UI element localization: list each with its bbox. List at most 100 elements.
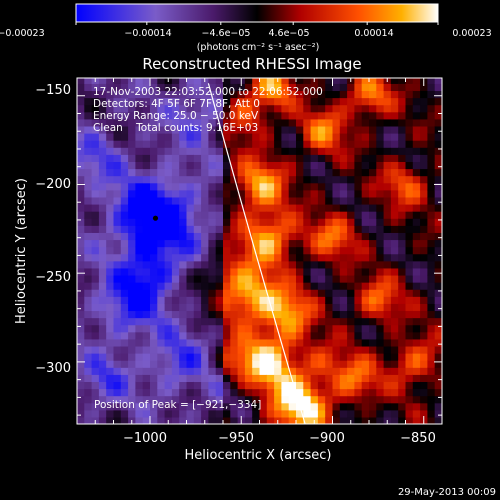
heatmap-cell — [412, 154, 421, 162]
heatmap-cell — [120, 374, 129, 383]
heatmap-cell — [215, 289, 224, 297]
heatmap-cell — [128, 111, 136, 120]
heatmap-cell — [317, 78, 326, 84]
heatmap-cell — [106, 338, 115, 347]
heatmap-cell — [164, 140, 173, 148]
heatmap-cell — [347, 203, 355, 212]
heatmap-cell — [310, 345, 319, 354]
heatmap-cell — [347, 267, 355, 276]
heatmap-cell — [142, 282, 151, 290]
heatmap-cell — [281, 218, 290, 226]
heatmap-cell — [383, 211, 392, 219]
heatmap-cell — [390, 353, 399, 361]
heatmap-cell — [120, 310, 129, 319]
heatmap-cell — [113, 168, 122, 177]
heatmap-cell — [288, 274, 297, 283]
heatmap-cell — [244, 90, 253, 99]
heatmap-cell — [339, 402, 348, 411]
heatmap-cell — [383, 409, 392, 418]
heatmap-cell — [303, 182, 312, 191]
heatmap-cell — [77, 83, 85, 92]
heatmap-cell — [259, 317, 268, 326]
heatmap-cell — [186, 189, 195, 198]
heatmap-cell — [171, 239, 180, 248]
heatmap-cell — [208, 189, 217, 198]
heatmap-cell — [193, 225, 202, 233]
heatmap-cell — [201, 331, 209, 340]
heatmap-cell — [77, 331, 85, 340]
heatmap-cell — [390, 118, 399, 127]
heatmap-cell — [288, 303, 297, 312]
heatmap-cell — [171, 353, 180, 361]
heatmap-cell — [171, 267, 180, 276]
heatmap-cell — [77, 381, 85, 390]
heatmap-cell — [412, 360, 421, 368]
heatmap-cell — [179, 147, 188, 155]
heatmap-cell — [201, 154, 209, 162]
colorbar-tick-label: −0.00023 — [0, 28, 45, 39]
heatmap-cell — [405, 140, 414, 148]
heatmap-cell — [325, 310, 334, 319]
heatmap-cell — [339, 111, 348, 120]
heatmap-cell — [179, 161, 188, 170]
heatmap-cell — [347, 111, 355, 120]
heatmap-cell — [266, 168, 275, 177]
heatmap-cell — [91, 360, 100, 368]
heatmap-cell — [164, 232, 173, 241]
heatmap-cell — [303, 133, 312, 141]
heatmap-cell — [354, 125, 363, 134]
heatmap-cell — [310, 353, 319, 361]
heatmap-cell — [310, 246, 319, 255]
heatmap-cell — [420, 196, 428, 205]
heatmap-cell — [201, 168, 209, 177]
heatmap-cell — [223, 125, 231, 134]
heatmap-cell — [369, 360, 377, 368]
heatmap-cell — [252, 182, 261, 191]
heatmap-cell — [376, 189, 385, 198]
heatmap-cell — [405, 161, 414, 170]
heatmap-cell — [150, 154, 158, 162]
heatmap-cell — [354, 168, 363, 177]
heatmap-cell — [142, 90, 151, 99]
heatmap-cell — [354, 154, 363, 162]
heatmap-cell — [427, 90, 436, 99]
heatmap-cell — [354, 324, 363, 333]
heatmap-cell — [369, 104, 377, 113]
heatmap-cell — [77, 296, 85, 304]
heatmap-cell — [244, 83, 253, 92]
heatmap-cell — [361, 374, 370, 383]
heatmap-cell — [296, 338, 304, 347]
heatmap-cell — [339, 78, 348, 84]
heatmap-cell — [252, 168, 261, 177]
heatmap-cell — [405, 416, 414, 424]
heatmap-cell — [84, 211, 93, 219]
heatmap-cell — [106, 331, 115, 340]
heatmap-cell — [223, 253, 231, 262]
heatmap-cell — [288, 125, 297, 134]
heatmap-cell — [164, 246, 173, 255]
heatmap-cell — [120, 353, 129, 361]
heatmap-cell — [237, 239, 246, 248]
heatmap-cell — [186, 154, 195, 162]
heatmap-cell — [106, 118, 115, 127]
heatmap-cell — [383, 232, 392, 241]
heatmap-cell — [142, 253, 151, 262]
heatmap-cell — [201, 409, 209, 418]
x-tick-label: −950 — [218, 431, 254, 446]
heatmap-cell — [237, 353, 246, 361]
heatmap-cell — [398, 289, 407, 297]
heatmap-cell — [420, 246, 428, 255]
heatmap-cell — [405, 239, 414, 248]
heatmap-cell — [252, 296, 261, 304]
heatmap-cell — [288, 211, 297, 219]
heatmap-cell — [120, 395, 129, 404]
heatmap-cell — [223, 161, 231, 170]
heatmap-cell — [84, 246, 93, 255]
heatmap-cell — [150, 317, 158, 326]
heatmap-cell — [288, 90, 297, 99]
heatmap-cell — [259, 402, 268, 411]
heatmap-cell — [157, 97, 166, 106]
heatmap-cell — [215, 225, 224, 233]
heatmap-cell — [113, 161, 122, 170]
heatmap-cell — [296, 345, 304, 354]
